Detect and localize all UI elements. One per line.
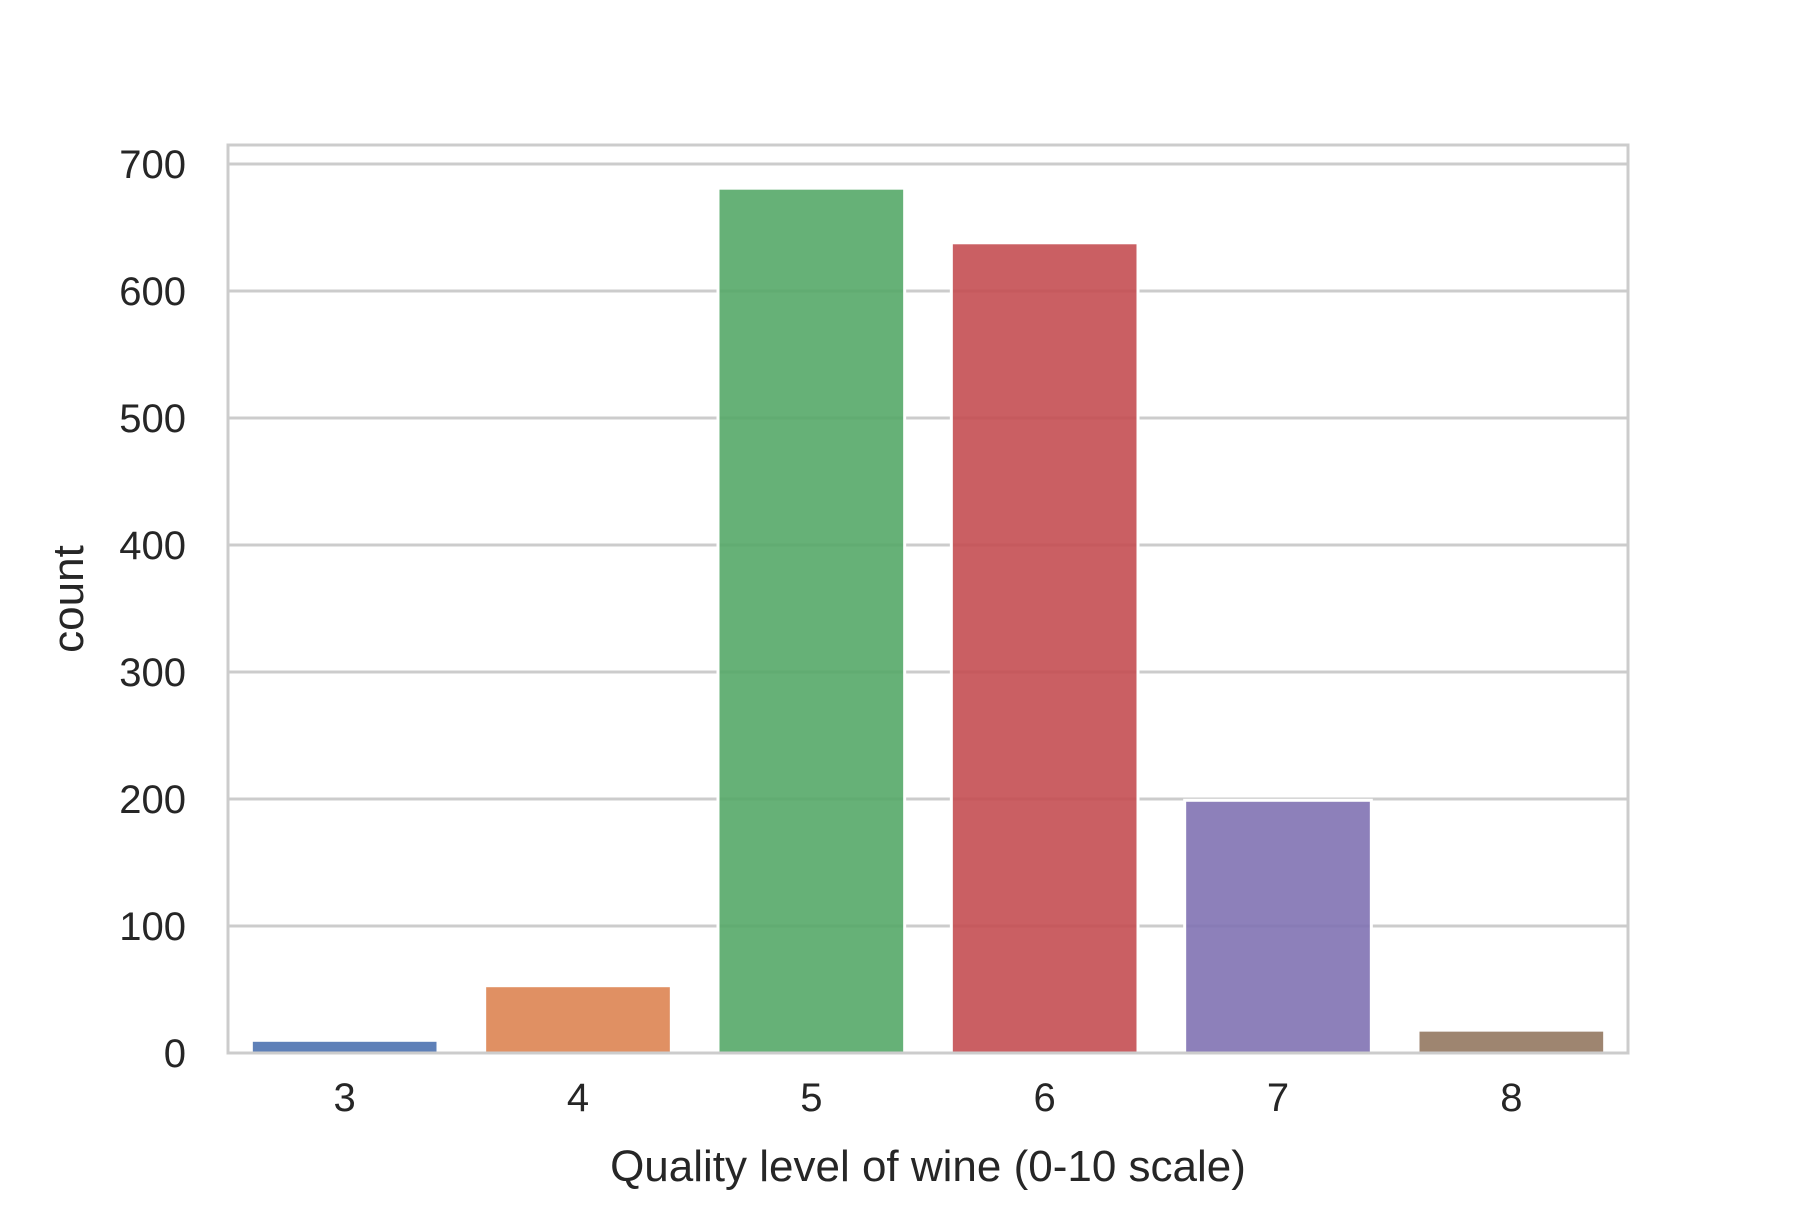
x-tick-label-7: 7 xyxy=(1267,1076,1289,1120)
x-tick-label-3: 3 xyxy=(334,1076,356,1120)
bar-6 xyxy=(949,241,1140,1055)
y-tick-label-500: 500 xyxy=(119,397,186,441)
y-tick-label-100: 100 xyxy=(119,905,186,949)
y-tick-label-0: 0 xyxy=(164,1032,186,1076)
bar-8 xyxy=(1416,1028,1607,1055)
bar-7 xyxy=(1183,798,1373,1055)
plot-frame xyxy=(226,143,1630,1055)
x-tick-label-6: 6 xyxy=(1034,1076,1056,1120)
y-tick-label-600: 600 xyxy=(119,270,186,314)
y-tick-labels: 0 100 200 300 400 500 600 700 xyxy=(119,143,186,1076)
x-tick-labels: 3 4 5 6 7 8 xyxy=(334,1076,1523,1120)
bar-5 xyxy=(716,186,907,1055)
grid-lines xyxy=(228,162,1628,1055)
bars xyxy=(249,186,1607,1055)
x-tick-label-8: 8 xyxy=(1500,1076,1522,1120)
x-tick-label-4: 4 xyxy=(567,1076,589,1120)
y-tick-label-400: 400 xyxy=(119,524,186,568)
bar-4 xyxy=(483,984,673,1055)
x-tick-label-5: 5 xyxy=(800,1076,822,1120)
y-tick-label-300: 300 xyxy=(119,651,186,695)
x-axis-title: Quality level of wine (0-10 scale) xyxy=(610,1142,1246,1191)
y-tick-label-700: 700 xyxy=(119,143,186,187)
bar-3 xyxy=(249,1038,440,1055)
y-tick-label-200: 200 xyxy=(119,778,186,822)
y-axis-title: count xyxy=(44,545,93,653)
